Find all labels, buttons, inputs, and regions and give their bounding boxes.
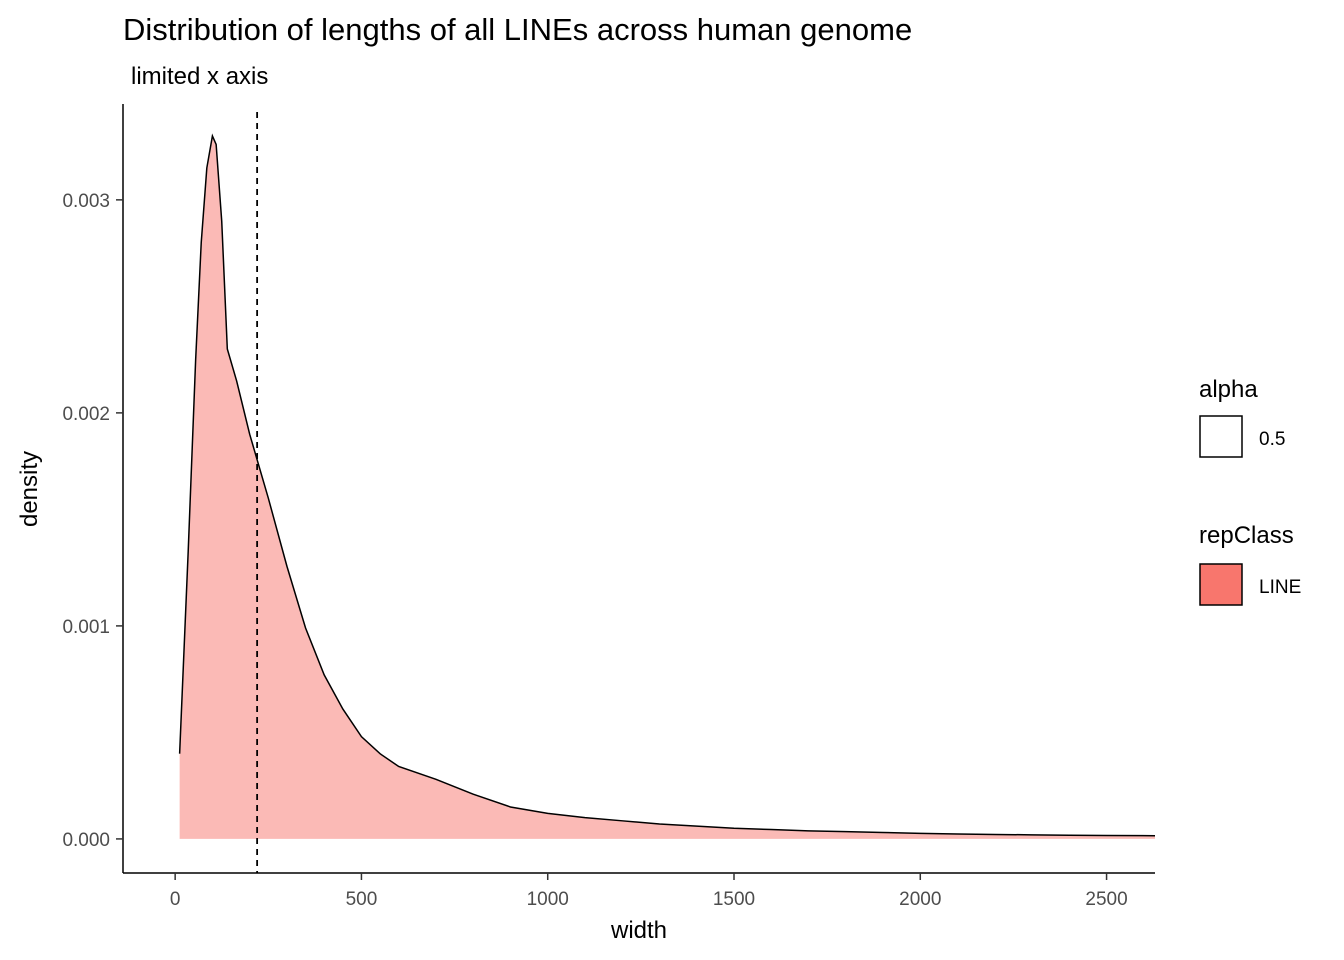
chart-title: Distribution of lengths of all LINEs acr… xyxy=(123,12,912,47)
x-axis-ticks: 0 500 1000 1500 2000 2500 xyxy=(170,873,1128,910)
legend-alpha-title: alpha xyxy=(1199,376,1258,403)
x-tick-label: 500 xyxy=(346,889,378,910)
legend-alpha: alpha 0.5 xyxy=(1199,376,1285,458)
x-axis-title: width xyxy=(610,917,667,944)
y-axis-ticks: 0.000 0.001 0.002 0.003 xyxy=(62,191,123,851)
legend-repclass-label: LINE xyxy=(1259,577,1301,598)
x-tick-label: 2500 xyxy=(1085,889,1127,910)
x-tick-label: 1000 xyxy=(527,889,569,910)
legend-alpha-key xyxy=(1199,415,1243,458)
x-tick-label: 2000 xyxy=(899,889,941,910)
legend-repclass-key xyxy=(1199,563,1243,606)
x-tick-label: 1500 xyxy=(713,889,755,910)
density-area xyxy=(179,135,1155,839)
legend-alpha-label: 0.5 xyxy=(1259,429,1285,450)
chart-subtitle: limited x axis xyxy=(131,63,268,90)
plot-area xyxy=(178,112,1156,873)
y-tick-label: 0.003 xyxy=(62,191,110,212)
x-tick-label: 0 xyxy=(170,889,181,910)
y-axis-title: density xyxy=(16,451,43,527)
legend-repclass-title: repClass xyxy=(1199,522,1294,549)
y-tick-label: 0.001 xyxy=(62,617,110,638)
legend-repclass: repClass LINE xyxy=(1199,522,1301,606)
density-line xyxy=(178,133,1156,837)
y-tick-label: 0.002 xyxy=(62,404,110,425)
y-tick-label: 0.000 xyxy=(62,830,110,851)
